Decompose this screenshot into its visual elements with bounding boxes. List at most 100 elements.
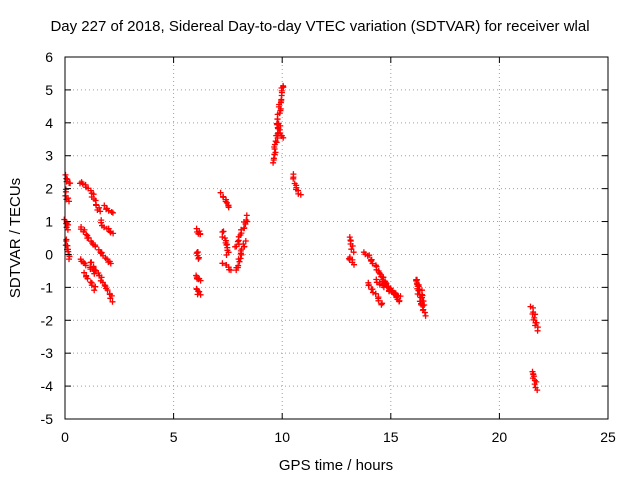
data-point [272,149,279,156]
arc-12 [193,225,204,238]
data-point [534,387,541,394]
grid-lines [65,57,608,419]
data-point [375,297,382,304]
data-point [217,189,224,196]
data-point [376,269,383,276]
y-tick-label: -5 [41,411,54,427]
x-tick-label: 20 [492,429,508,445]
arc-32 [527,303,541,334]
data-point [197,277,204,284]
y-tick-label: -4 [41,378,54,394]
data-point [84,275,91,282]
arc-4 [77,179,97,198]
arc-0 [62,171,74,187]
data-point [242,238,249,244]
y-tick-label: -2 [41,312,54,328]
data-point [365,282,372,289]
data-point [67,180,74,187]
data-point [373,279,380,286]
arc-2 [61,216,71,233]
data-point [234,238,241,245]
data-point [393,294,400,301]
data-point [222,198,229,205]
data-point [366,252,373,259]
data-point [98,249,105,256]
x-tick-label: 5 [170,429,178,445]
data-point [225,204,232,211]
arc-10 [98,217,117,237]
arc-18 [219,260,234,274]
plot-frame [64,56,609,420]
arc-31 [413,276,428,308]
data-point [280,134,287,141]
data-point [85,234,92,241]
data-point [105,207,112,214]
x-axis-tick-labels: 0 5 10 15 20 25 [61,429,616,445]
data-point [107,260,114,267]
data-point [97,208,104,215]
data-point [92,283,99,290]
data-point [396,298,403,305]
x-tick-label: 10 [274,429,290,445]
data-point [92,243,99,250]
data-point [98,219,105,226]
data-point [241,243,247,250]
data-point [105,225,112,232]
x-axis-label: GPS time / hours [279,457,393,474]
arc-19 [233,238,249,274]
data-point [534,327,541,334]
data-point [195,255,202,262]
data-point [109,209,116,216]
data-point [79,180,86,187]
data-point [109,298,116,305]
data-point [221,235,228,241]
data-point [290,175,297,182]
x-tick-label: 25 [600,429,616,445]
data-point [88,259,95,266]
data-point [98,274,105,281]
y-tick-label: -3 [41,345,54,361]
data-point [235,262,242,269]
y-tick-label: 3 [45,148,53,164]
data-point [421,302,428,308]
data-point [65,248,72,255]
data-point [273,139,280,146]
data-series [61,82,541,394]
data-point [110,230,117,237]
arc-27 [365,279,386,308]
data-point [104,287,111,294]
data-point [108,209,115,215]
data-point [83,231,90,238]
data-point [87,279,94,286]
y-tick-label: 6 [45,49,53,65]
y-axis-label: SDTVAR / TECUs [7,178,24,298]
data-point [227,267,234,274]
y-tick-label: -1 [41,279,54,295]
arc-5 [88,194,104,215]
y-tick-label: 4 [45,115,53,131]
data-point [91,287,98,294]
data-point [280,82,287,89]
y-axis-tick-labels: -5 -4 -3 -2 -1 0 1 2 3 4 5 6 [41,49,54,427]
arc-23 [290,171,304,198]
data-point [243,212,250,219]
data-point [349,243,356,249]
y-tick-label: 5 [45,82,53,98]
arc-15 [193,285,204,298]
data-point [219,260,226,267]
data-point [388,287,395,294]
data-point [369,260,376,267]
data-point [223,242,230,248]
x-tick-label: 0 [61,429,69,445]
data-point [101,282,108,289]
data-point [237,255,244,262]
data-point [66,256,72,263]
data-point [297,191,304,198]
arc-17 [219,228,232,258]
axis-ticks [64,56,609,420]
data-point [397,293,404,300]
data-point [66,198,72,205]
data-point [350,249,357,256]
data-point [197,291,204,298]
